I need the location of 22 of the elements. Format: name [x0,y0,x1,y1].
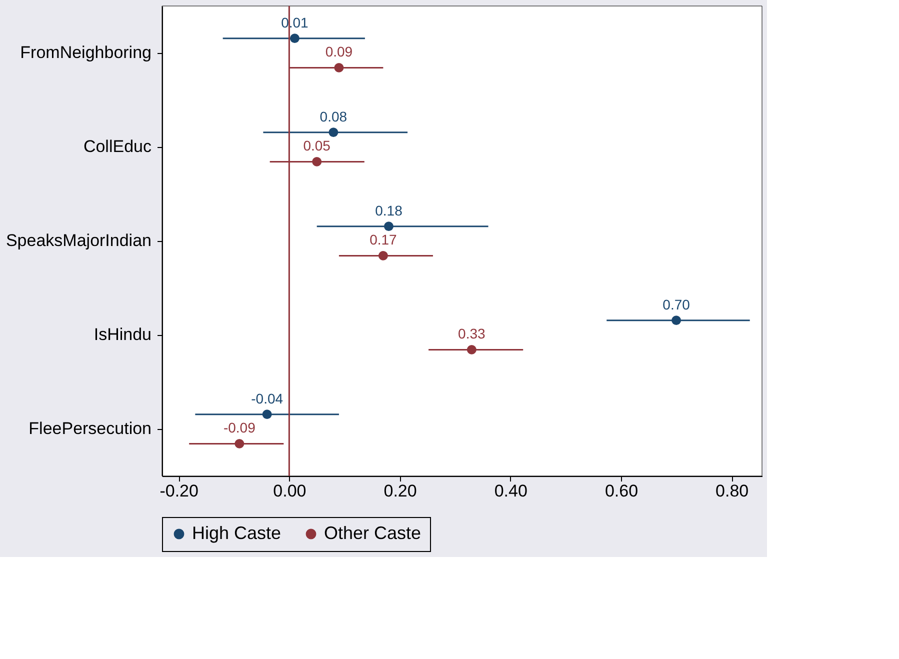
data-label: 0.33 [458,326,486,342]
y-tick-label: IsHindu [94,325,152,344]
y-tick-label: FromNeighboring [20,43,152,62]
data-label: 0.70 [662,296,690,312]
legend-label: High Caste [192,523,282,543]
x-tick-label: 0.60 [604,482,638,500]
y-tick-label: SpeaksMajorIndian [6,231,152,250]
legend-label: Other Caste [324,523,422,543]
x-tick-label: -0.20 [160,482,198,500]
x-tick-label: 0.20 [384,482,417,500]
x-tick-label: 0.00 [273,482,306,500]
x-tick-label: 0.80 [716,482,749,500]
data-label: 0.09 [325,44,353,60]
x-tick-label: 0.40 [494,482,528,500]
y-tick-label: FleePersecution [28,419,152,438]
data-label: 0.18 [375,202,403,218]
y-tick-label: CollEduc [83,137,152,156]
data-label: 0.08 [320,108,348,124]
data-label: -0.04 [251,390,284,406]
data-label: 0.17 [370,232,398,248]
data-label: -0.09 [223,420,256,436]
data-label: 0.05 [303,138,331,154]
